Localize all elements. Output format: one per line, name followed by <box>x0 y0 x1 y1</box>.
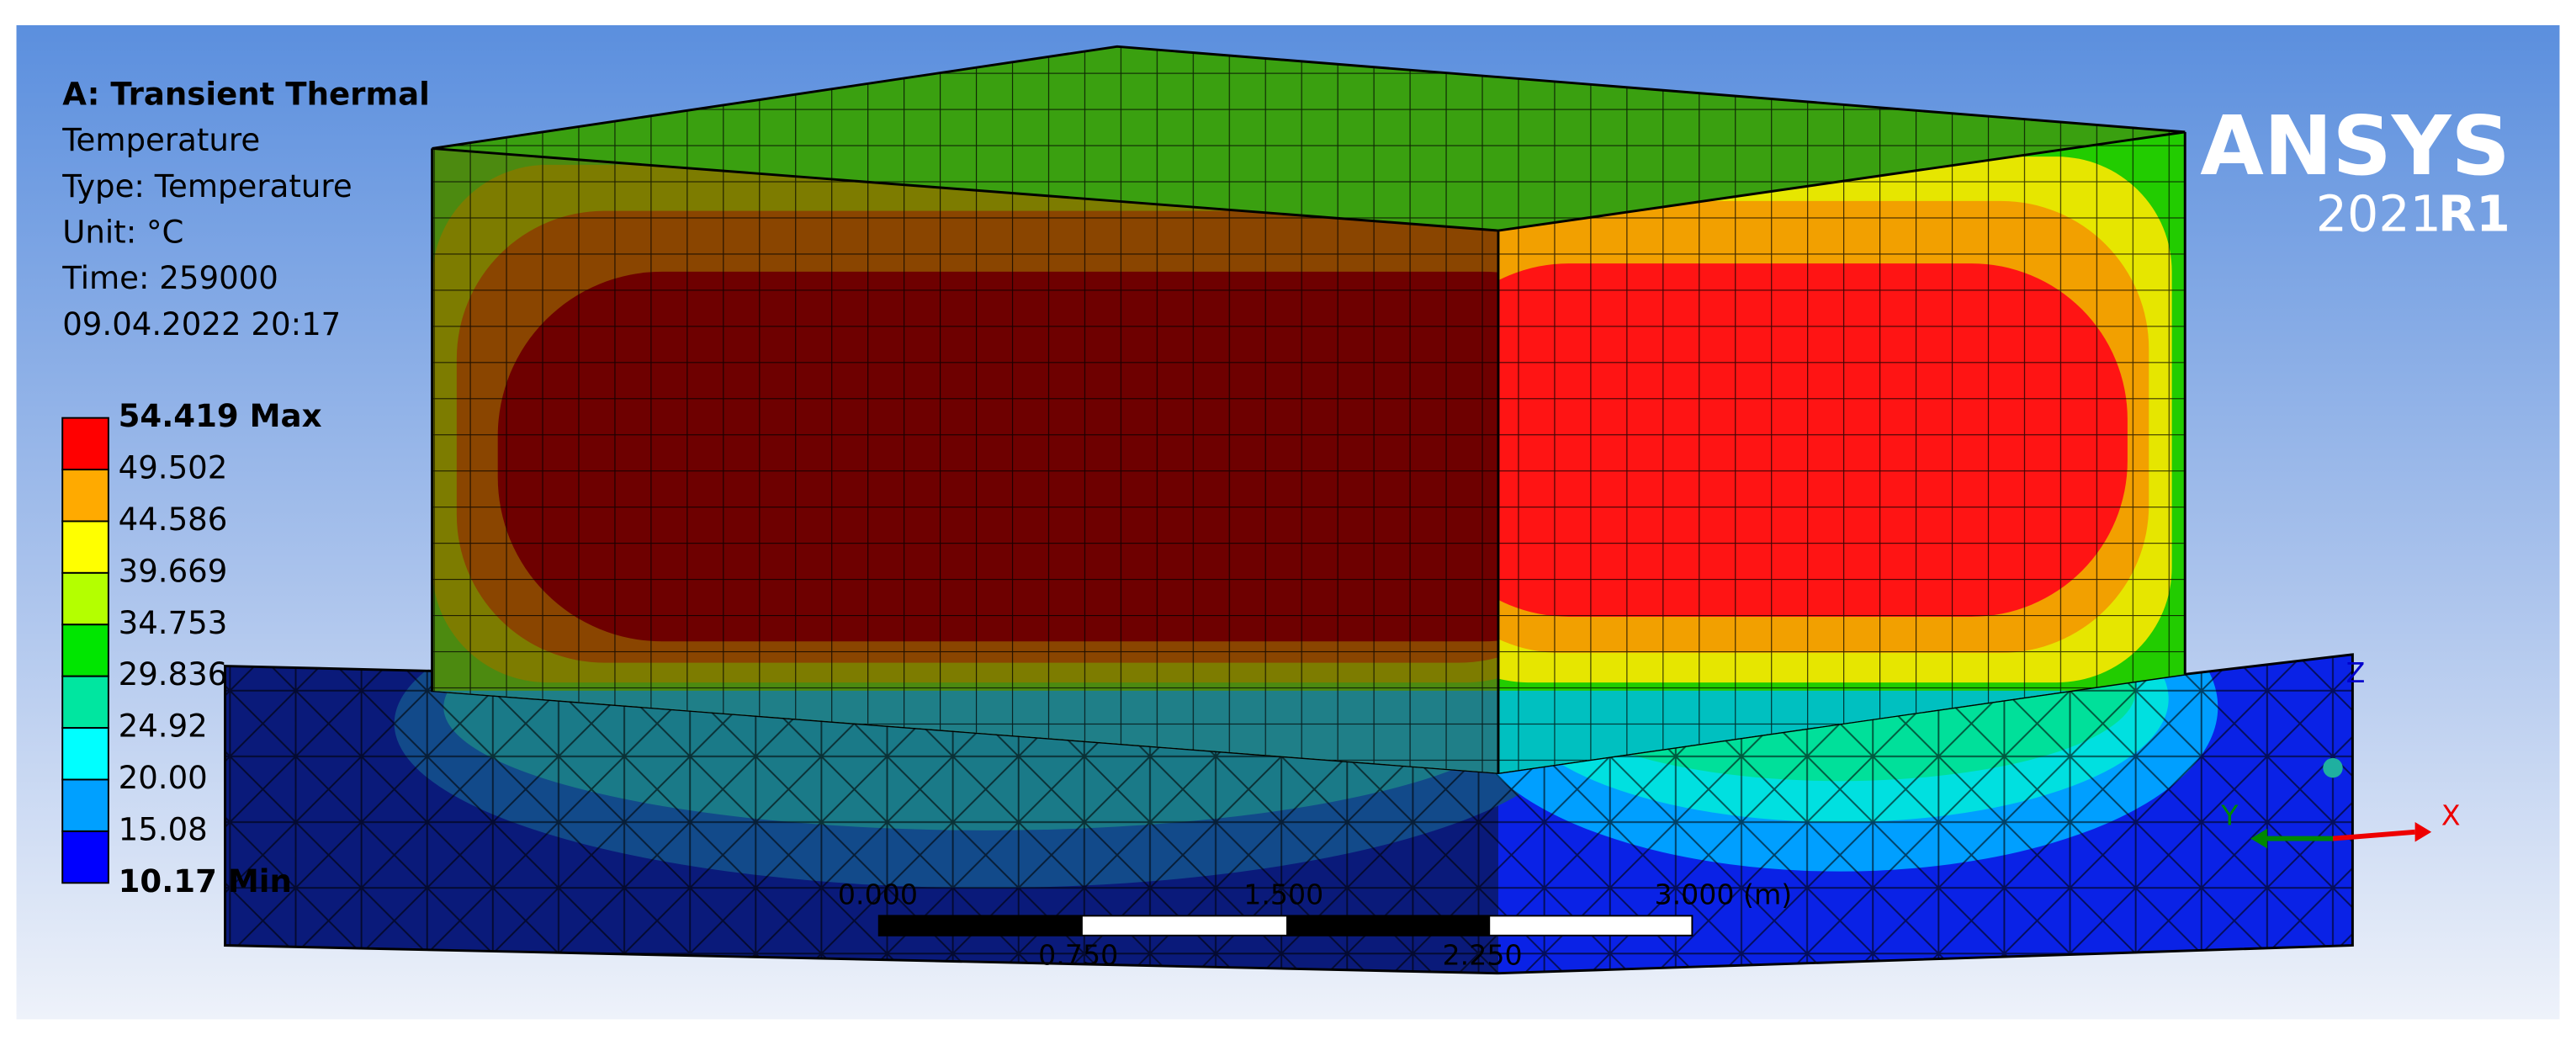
triad-y: Y <box>2220 799 2239 832</box>
scale-label: 3.000 (m) <box>1654 878 1792 910</box>
legend-swatch <box>61 624 109 677</box>
legend-label: 29.836 <box>119 656 228 693</box>
legend-label: 34.753 <box>119 605 228 641</box>
legend-label: 20.00 <box>119 760 208 796</box>
scale-labels: 0.000 1.500 3.000 (m) 0.750 2.250 <box>838 878 1792 971</box>
legend-label: 39.669 <box>119 553 228 589</box>
info-line: Temperature <box>61 122 260 158</box>
info-line: Time: 259000 <box>61 260 278 296</box>
legend-swatch <box>61 571 109 626</box>
logo-name: ANSYS <box>2200 98 2510 194</box>
scale-label: 0.750 <box>1038 939 1118 972</box>
legend-label: 54.419 Max <box>119 398 322 434</box>
legend: 54.419 Max 49.502 44.586 39.669 34.753 29.836… <box>61 398 322 899</box>
legend-label: 24.92 <box>119 708 208 745</box>
info-line: 09.04.2022 20:17 <box>62 306 341 342</box>
box-front-face <box>432 148 1498 773</box>
scale-label: 2.250 <box>1443 939 1523 972</box>
box-top-mesh <box>432 46 2186 231</box>
legend-label: 10.17 Min <box>119 863 292 899</box>
legend-swatch <box>61 727 109 781</box>
result-title: A: Transient Thermal <box>62 76 430 112</box>
legend-swatch <box>61 675 109 730</box>
legend-swatch <box>61 830 109 884</box>
triad-z: Z <box>2346 656 2366 689</box>
logo-version: 2021 <box>2316 186 2441 243</box>
triad-x: X <box>2441 799 2461 832</box>
info-line: Unit: °C <box>62 214 183 250</box>
scale-label: 1.500 <box>1243 878 1323 910</box>
axis-triad <box>2250 757 2432 849</box>
legend-swatch <box>61 469 109 523</box>
legend-label: 15.08 <box>119 811 208 847</box>
legend-label: 44.586 <box>119 501 228 538</box>
scale-bar <box>877 915 1693 937</box>
result-info: Temperature Type: Temperature Unit: °C Time… <box>61 122 352 342</box>
legend-swatch <box>61 778 109 832</box>
box-edges <box>431 45 2186 773</box>
info-line: Type: Temperature <box>61 168 352 204</box>
legend-swatch <box>61 417 109 471</box>
logo-release: R1 <box>2438 186 2510 243</box>
legend-swatch <box>61 520 109 574</box>
scale-label: 0.000 <box>838 878 918 910</box>
legend-label: 49.502 <box>119 450 228 486</box>
